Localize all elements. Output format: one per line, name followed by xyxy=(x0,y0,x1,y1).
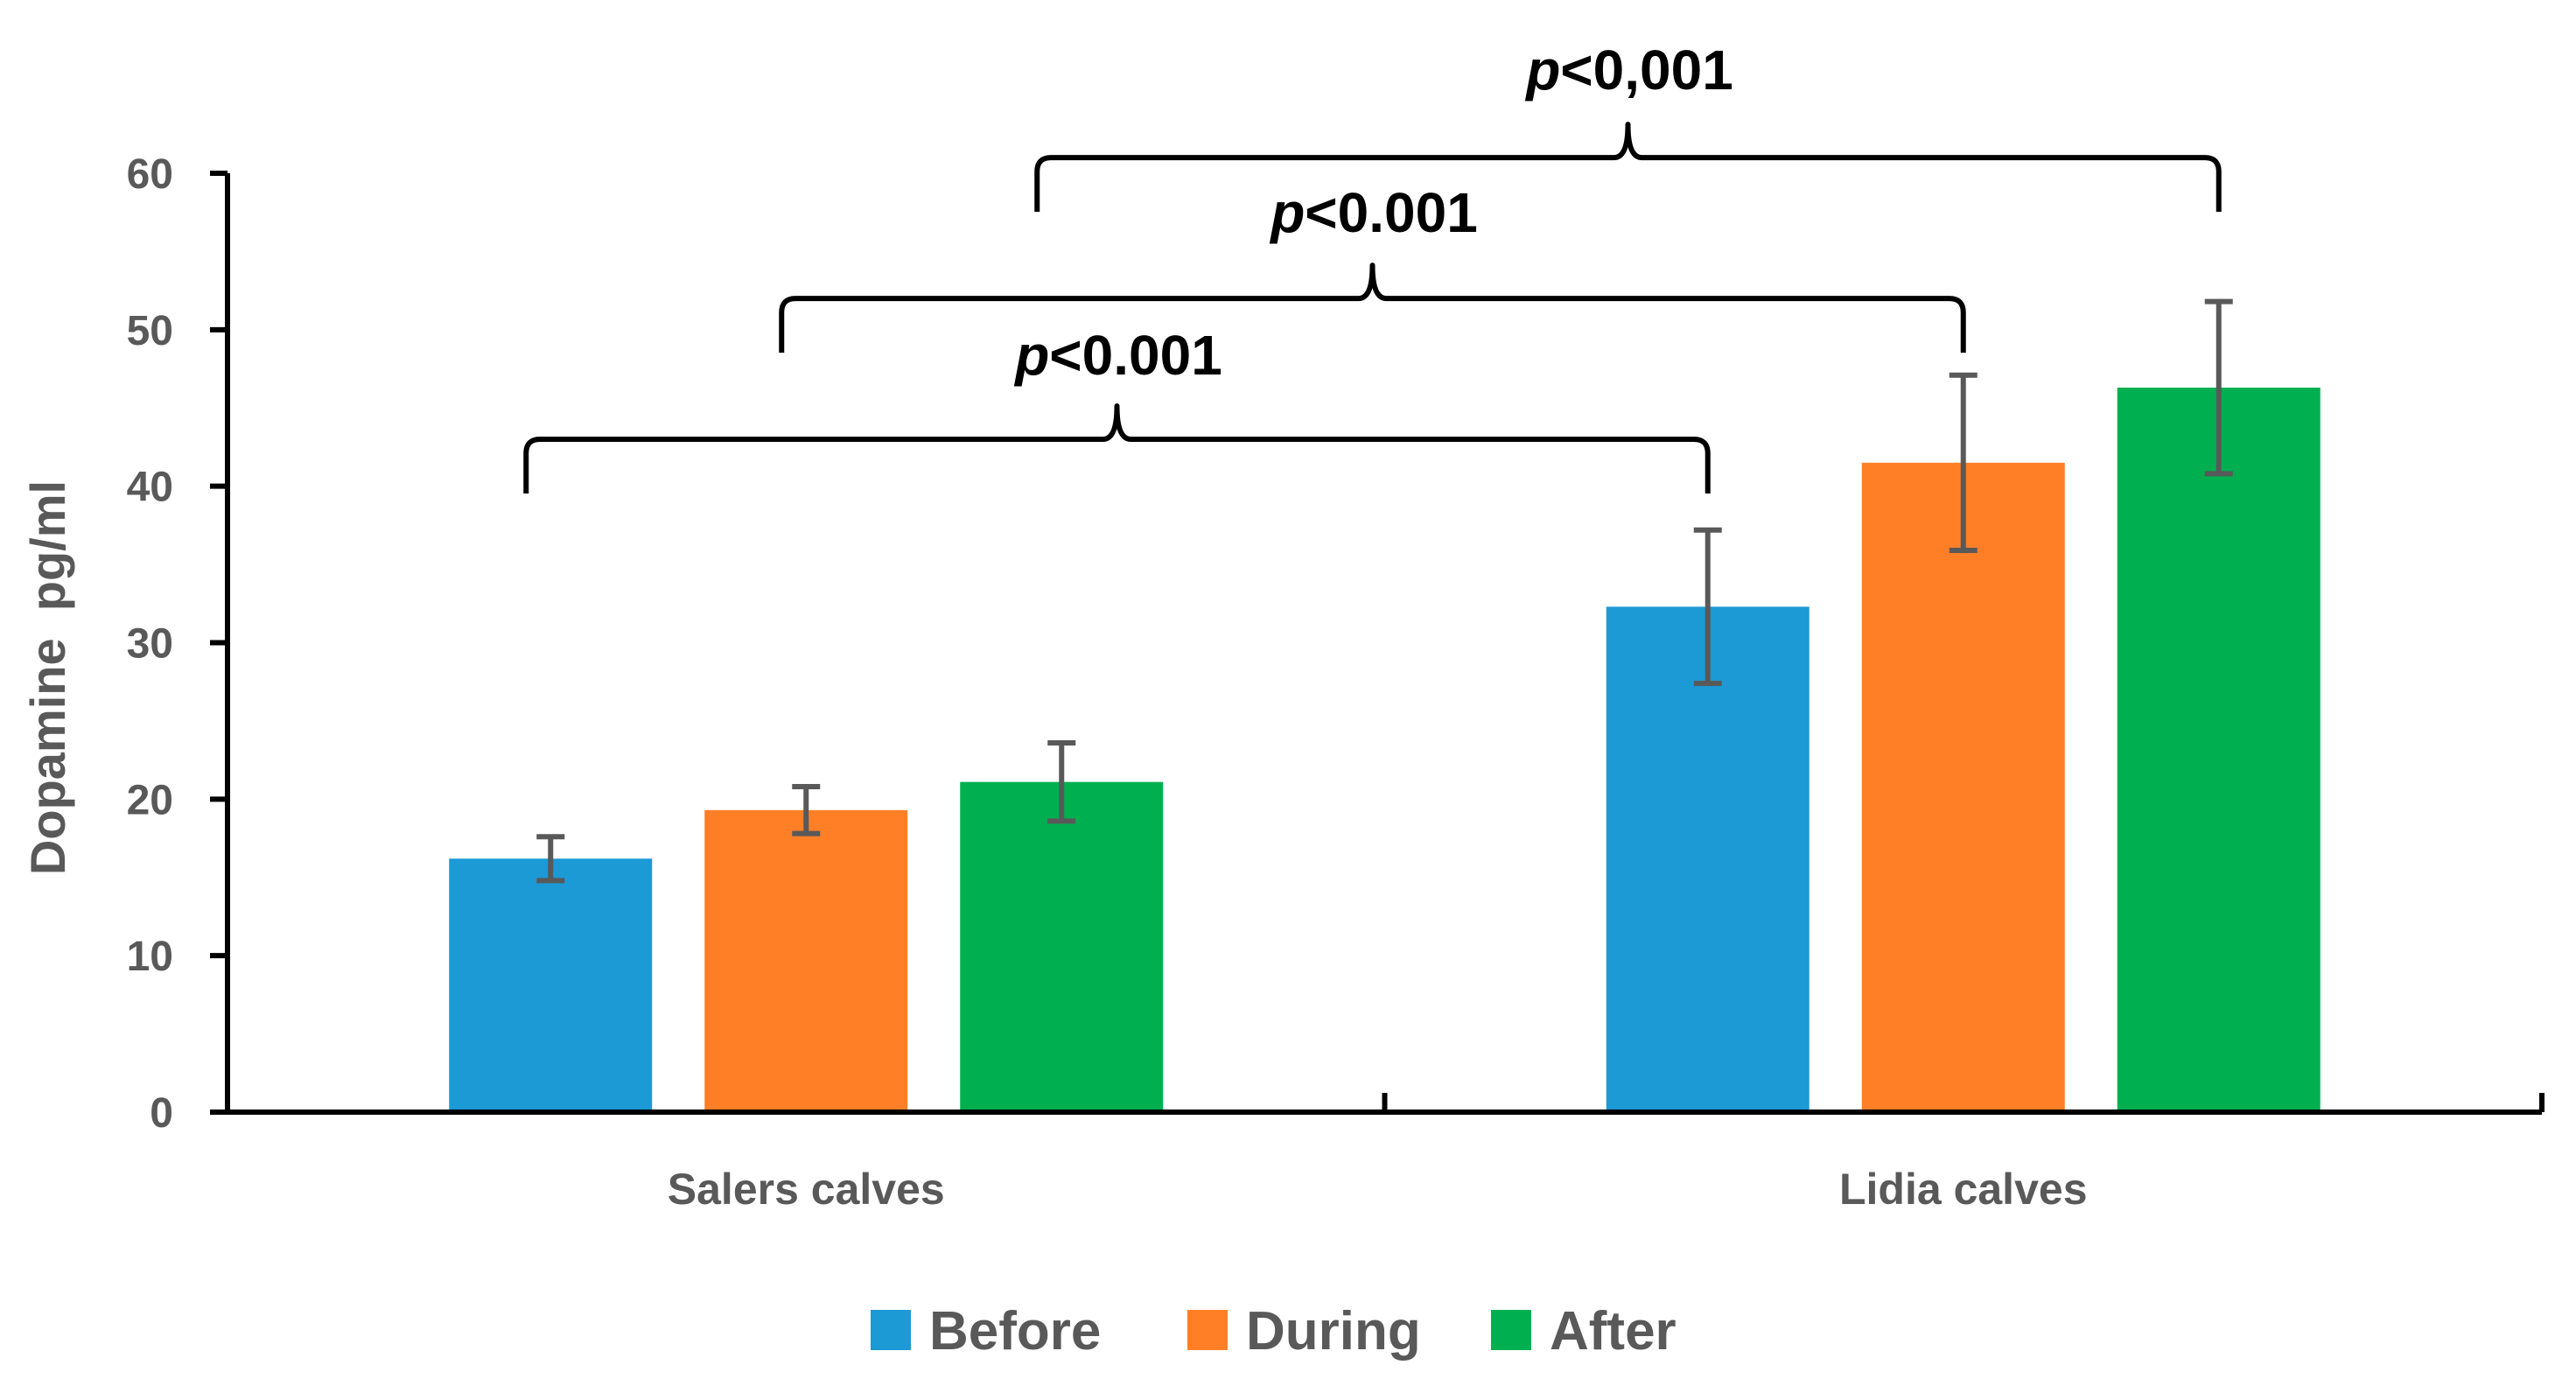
bar-lidia-calves-during xyxy=(1861,462,2065,1112)
y-axis-label: Dopamine pg/ml xyxy=(20,480,75,875)
legend-label-before: Before xyxy=(929,1301,1101,1362)
legend: Before During After xyxy=(871,1301,1676,1362)
significance-p-symbol-1: p xyxy=(1013,324,1049,387)
error-bars xyxy=(536,298,2233,884)
significance-label-3: p<0,001 xyxy=(1524,38,1733,102)
significance-value-1: <0.001 xyxy=(1049,324,1222,387)
legend-swatch-during xyxy=(1187,1310,1228,1350)
bar-lidia-calves-before xyxy=(1606,606,1810,1112)
labels: 0 10 20 30 40 50 60 Salers calves Lidia calves Do… xyxy=(20,151,2088,1214)
legend-swatch-after xyxy=(1491,1310,1531,1350)
significance-bracket-2 xyxy=(779,262,1966,354)
significance-bracket-3 xyxy=(1034,122,2222,213)
bar-salers-calves-during xyxy=(704,809,908,1112)
significance-label-2: p<0.001 xyxy=(1269,181,1478,244)
y-tick-label-0: 0 xyxy=(150,1090,173,1137)
significance-bracket-1 xyxy=(523,403,1711,494)
bars xyxy=(449,388,2320,1112)
y-tick-label-50: 50 xyxy=(127,308,173,354)
bar-salers-calves-before xyxy=(449,858,653,1112)
y-tick-label-30: 30 xyxy=(127,621,173,668)
bar-lidia-calves-after xyxy=(2117,388,2320,1112)
bar-salers-calves-after xyxy=(960,781,1164,1112)
y-tick-label-40: 40 xyxy=(127,465,173,511)
y-tick-label-10: 10 xyxy=(127,934,173,980)
legend-label-after: After xyxy=(1550,1301,1676,1362)
legend-swatch-before xyxy=(871,1310,911,1350)
y-tick-label-60: 60 xyxy=(127,151,173,198)
significance-p-symbol-3: p xyxy=(1524,38,1560,102)
legend-label-during: During xyxy=(1246,1301,1421,1362)
y-tick-label-20: 20 xyxy=(127,777,173,823)
category-label-salers-calves: Salers calves xyxy=(668,1165,945,1214)
significance-p-symbol-2: p xyxy=(1269,181,1305,244)
category-label-lidia-calves: Lidia calves xyxy=(1839,1165,2088,1214)
significance-label-1: p<0.001 xyxy=(1013,324,1222,387)
significance-value-2: <0.001 xyxy=(1305,181,1478,244)
significance-value-3: <0,001 xyxy=(1560,38,1733,102)
axes xyxy=(210,171,2544,1115)
